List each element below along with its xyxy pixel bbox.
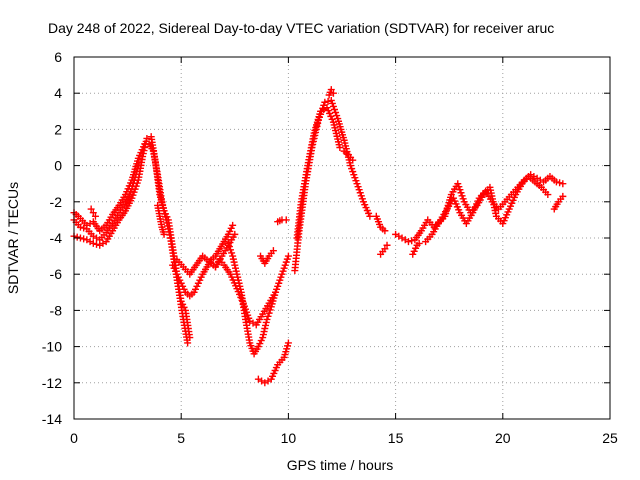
data-points <box>70 86 567 387</box>
series-SDTVAR-6 <box>147 133 194 342</box>
data-point <box>321 98 329 106</box>
data-point <box>336 144 344 151</box>
y-tick-label: -12 <box>42 375 62 391</box>
x-tick-label: 0 <box>70 430 78 446</box>
series-SDTVAR-21 <box>392 171 567 246</box>
data-point <box>383 241 391 249</box>
series-SDTVAR-13 <box>257 247 277 267</box>
y-tick-label: -8 <box>50 302 63 318</box>
data-point <box>186 334 194 342</box>
series-SDTVAR-7 <box>154 201 168 238</box>
x-tick-label: 25 <box>602 430 618 446</box>
series-SDTVAR-4 <box>87 205 99 220</box>
data-point <box>559 180 567 188</box>
data-point-dense <box>266 306 274 314</box>
data-point <box>89 209 97 217</box>
data-point <box>231 230 239 238</box>
data-point-dense <box>264 312 272 320</box>
series-SDTVAR-20 <box>377 241 391 258</box>
data-point <box>229 221 237 229</box>
data-point <box>76 223 84 231</box>
series-SDTVAR-8 <box>169 221 237 300</box>
series-SDTVAR-23 <box>550 192 567 213</box>
data-point <box>349 156 357 164</box>
data-point <box>559 192 567 200</box>
data-point <box>327 86 335 94</box>
data-point-dense <box>73 233 81 241</box>
y-tick-label: -2 <box>50 194 63 210</box>
y-tick-label: 0 <box>54 158 62 174</box>
x-tick-label: 5 <box>177 430 185 446</box>
data-point-dense <box>324 97 332 105</box>
y-axis-title: SDTVAR / TECUs <box>5 182 21 294</box>
data-point-dense <box>228 249 236 257</box>
data-point-dense <box>265 309 273 317</box>
data-point <box>91 212 99 220</box>
data-point <box>284 252 292 260</box>
data-point <box>224 239 232 247</box>
series-SDTVAR-24 <box>409 239 423 258</box>
data-point <box>381 245 389 253</box>
series-SDTVAR-19 <box>372 212 389 235</box>
x-tick-label: 15 <box>388 430 404 446</box>
series-SDTVAR-14 <box>274 216 290 226</box>
data-point <box>415 239 423 247</box>
y-tick-label: -14 <box>42 411 62 427</box>
series-SDTVAR-5 <box>145 140 192 347</box>
series-SDTVAR-22 <box>422 172 552 246</box>
series-SDTVAR-10 <box>224 239 280 358</box>
data-point <box>184 339 192 347</box>
data-point <box>404 238 412 246</box>
y-tick-label: -10 <box>42 339 62 355</box>
data-point-dense <box>408 237 416 245</box>
data-point-dense <box>80 235 88 243</box>
data-point <box>89 239 97 247</box>
x-tick-label: 20 <box>495 430 511 446</box>
data-point <box>282 216 290 224</box>
y-tick-label: -4 <box>50 230 63 246</box>
x-tick-label: 10 <box>281 430 297 446</box>
series-SDTVAR-17 <box>325 86 337 99</box>
data-point <box>160 230 168 238</box>
y-tick-label: 4 <box>54 85 62 101</box>
data-point <box>381 227 389 235</box>
chart-title: Day 248 of 2022, Sidereal Day-to-day VTE… <box>48 20 554 36</box>
data-point-dense <box>93 240 101 248</box>
data-point <box>544 191 552 199</box>
data-point-dense <box>227 246 235 254</box>
y-tick-label: 2 <box>54 121 62 137</box>
series-SDTVAR-16 <box>293 104 344 242</box>
data-point <box>284 339 292 347</box>
series-SDTVAR-3 <box>70 140 149 235</box>
x-axis-title: GPS time / hours <box>287 457 394 473</box>
grid-lines <box>74 57 610 419</box>
data-point <box>366 212 374 220</box>
data-point-dense <box>556 179 564 187</box>
y-tick-label: 6 <box>54 49 62 65</box>
series-SDTVAR-12 <box>254 339 292 387</box>
data-point <box>263 315 271 323</box>
axis-ticks: 0 5 10 15 20 25 -14 -12 -10 -8 -6 -4 -2 0 2 4 6 <box>42 49 618 446</box>
data-point <box>552 178 560 186</box>
data-point <box>329 89 337 97</box>
y-tick-label: -6 <box>50 266 63 282</box>
series-SDTVAR-18 <box>340 147 357 164</box>
data-point-dense <box>225 243 233 251</box>
series-SDTVAR-11 <box>212 252 292 329</box>
data-point <box>143 134 151 142</box>
data-point <box>269 247 277 255</box>
data-point <box>87 205 95 213</box>
